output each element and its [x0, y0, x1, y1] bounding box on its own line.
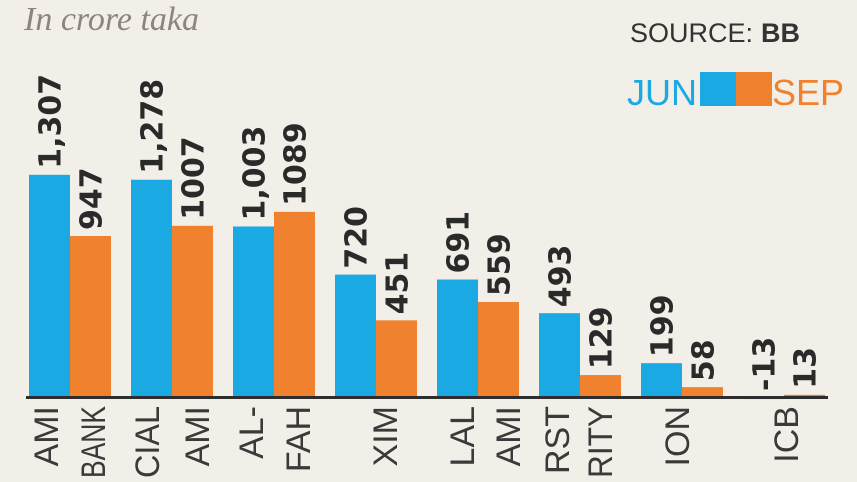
bar-jun-1 [131, 179, 172, 397]
legend-swatch-sep [736, 72, 772, 106]
bar-sep-0 [70, 236, 111, 397]
bar-sep-7 [784, 394, 825, 397]
category-label-0-0: AMI [28, 406, 66, 466]
legend-label-sep: SEP [772, 72, 844, 113]
category-label-4-1: AMI [490, 406, 528, 466]
category-label-7-0: ICB [768, 406, 806, 463]
data-label-sep-4: 559 [483, 233, 518, 296]
category-label-1-0: CIAL [129, 406, 167, 478]
category-label-0-1: BANK [75, 406, 113, 478]
bar-sep-2 [274, 211, 315, 397]
bar-sep-4 [478, 301, 519, 397]
legend-label-jun: JUN [627, 72, 697, 113]
category-label-6-0: ION [659, 406, 697, 466]
bar-jun-4 [437, 279, 478, 397]
bar-jun-5 [539, 313, 580, 397]
category-label-2-0: AL- [233, 406, 271, 459]
data-label-sep-2: 1089 [279, 122, 314, 206]
bar-sep-3 [376, 320, 417, 397]
category-label-2-1: FAH [280, 406, 318, 472]
data-label-sep-1: 1007 [177, 136, 212, 220]
bar-sep-5 [580, 375, 621, 397]
category-label-3-0: XIM [367, 406, 405, 466]
data-label-sep-0: 947 [75, 167, 110, 230]
bar-jun-0 [29, 174, 70, 397]
bar-sep-1 [172, 225, 213, 397]
data-label-jun-6: 199 [646, 295, 681, 358]
source-label: SOURCE: BB [630, 18, 800, 48]
data-label-sep-3: 451 [381, 252, 416, 315]
data-label-jun-2: 1,003 [238, 126, 273, 221]
legend: JUN SEP [627, 72, 844, 113]
category-label-5-1: RITY [582, 406, 620, 478]
data-label-jun-7: -13 [748, 337, 783, 391]
data-label-jun-3: 720 [340, 206, 375, 269]
bar-jun-2 [233, 226, 274, 397]
data-label-jun-0: 1,307 [34, 74, 69, 169]
category-label-5-0: RST [539, 406, 577, 474]
data-label-jun-5: 493 [544, 245, 579, 308]
bar-jun-3 [335, 274, 376, 397]
x-axis-line [26, 396, 828, 399]
data-label-jun-1: 1,278 [136, 79, 171, 174]
data-label-sep-6: 58 [687, 339, 722, 381]
bar-jun-6 [641, 363, 682, 397]
category-label-1-1: AMI [179, 406, 217, 466]
legend-swatch-jun [700, 72, 736, 106]
bar-sep-6 [682, 387, 723, 397]
category-label-4-0: LAL [444, 406, 482, 467]
data-label-sep-5: 129 [585, 306, 620, 369]
data-label-jun-4: 691 [442, 211, 477, 274]
data-label-sep-7: 13 [789, 347, 824, 389]
chart-subtitle: In crore taka [23, 1, 199, 38]
